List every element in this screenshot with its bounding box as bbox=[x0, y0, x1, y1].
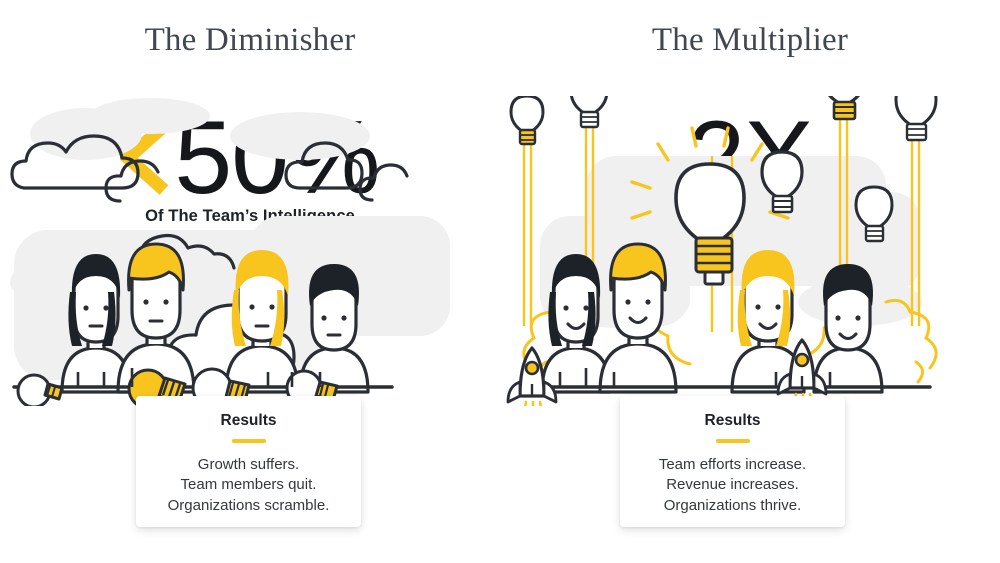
panel-title-diminisher: The Diminisher bbox=[144, 22, 356, 58]
mouth-smile bbox=[758, 322, 778, 330]
big-lightbulb-icon bbox=[630, 126, 790, 286]
bulb-fallen-1 bbox=[16, 373, 64, 406]
lightbulb-icon-right-near bbox=[828, 96, 860, 121]
lightbulb-icon-mid-right bbox=[760, 150, 804, 214]
results-line: Team members quit. bbox=[180, 476, 317, 493]
results-line: Revenue increases. bbox=[666, 476, 799, 493]
panel-title-multiplier: The Multiplier bbox=[651, 22, 849, 58]
mouth-smile bbox=[838, 332, 858, 340]
ground-ticks bbox=[76, 368, 322, 387]
results-card-title: Results bbox=[704, 412, 761, 429]
results-card-divider bbox=[715, 439, 750, 443]
results-card-divider bbox=[231, 439, 266, 443]
lightbulb-icon-right-far bbox=[894, 96, 938, 142]
lightbulb-icon-far-right-edge bbox=[854, 185, 894, 243]
results-card-multiplier: Results Team efforts increase. Revenue i… bbox=[620, 396, 845, 527]
illustration-multiplier bbox=[506, 96, 938, 406]
mouth-smile bbox=[628, 316, 648, 324]
person-3-sad bbox=[224, 250, 300, 394]
results-line: Team efforts increase. bbox=[658, 455, 807, 473]
results-card-lines: Team efforts increase. Revenue increases… bbox=[620, 455, 845, 517]
person-3-happy bbox=[730, 250, 806, 394]
illustration-diminisher bbox=[10, 98, 450, 406]
results-card-lines: Growth suffers. Team members quit. Organ… bbox=[136, 455, 361, 517]
rocket-icon-left bbox=[506, 346, 558, 406]
results-line: Organizations thrive. bbox=[663, 496, 802, 514]
results-card-diminisher: Results Growth suffers. Team members qui… bbox=[136, 396, 361, 527]
panel-diminisher: The Diminisher 50% Of The Team’s Intelli… bbox=[10, 22, 450, 527]
person-2-sad bbox=[116, 242, 196, 394]
results-card-title: Results bbox=[220, 412, 277, 429]
lightbulb-icon-left-near bbox=[569, 96, 609, 129]
panel-multiplier: The Multiplier 2X The Team’s Intelligenc… bbox=[500, 0, 1000, 563]
results-line: Organizations scramble. bbox=[167, 496, 330, 514]
person-2-happy bbox=[598, 242, 678, 394]
small-lightbulbs-group bbox=[509, 96, 938, 243]
lightbulb-icon-left-far bbox=[509, 96, 545, 146]
mouth-smile bbox=[566, 322, 586, 330]
results-line: Growth suffers. bbox=[197, 455, 300, 473]
rocket-flame bbox=[524, 400, 542, 406]
